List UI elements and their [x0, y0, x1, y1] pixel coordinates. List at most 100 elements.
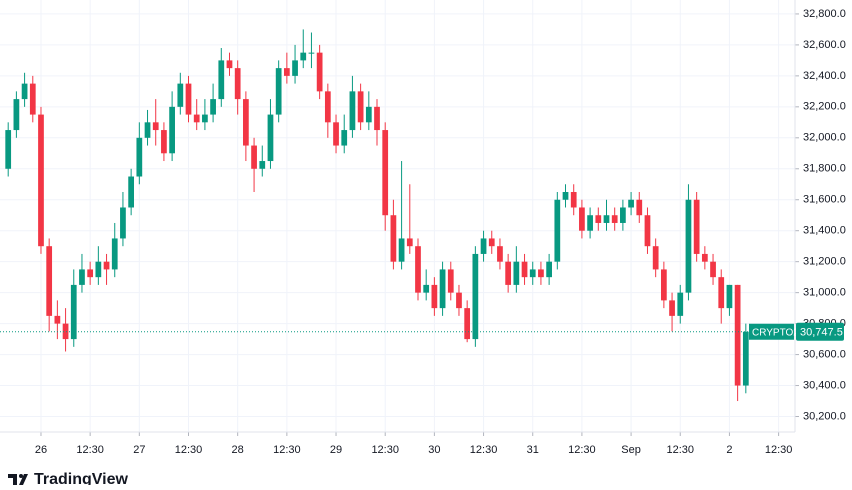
- candle-body: [136, 137, 143, 177]
- x-tick-label: 12:30: [273, 444, 301, 456]
- candle-body: [554, 199, 561, 262]
- candle-body: [161, 130, 167, 154]
- candle-body: [283, 68, 290, 76]
- candle-body: [447, 269, 454, 293]
- candle-body: [357, 91, 364, 123]
- candle-body: [636, 199, 643, 216]
- last-price-label: 30,747.5: [800, 327, 843, 339]
- candle-body: [611, 215, 618, 223]
- x-tick-label: 12:30: [371, 444, 399, 456]
- candle-body: [5, 130, 12, 169]
- x-tick-label: 31: [527, 444, 539, 456]
- candle-body: [62, 323, 69, 340]
- candle-body: [275, 68, 282, 115]
- x-tick-label: 12:30: [568, 444, 596, 456]
- candle-body: [111, 238, 118, 270]
- candle-body: [210, 99, 216, 115]
- candle-body: [398, 238, 405, 262]
- candle-body: [365, 106, 372, 123]
- candle-body: [308, 52, 315, 54]
- candle-body: [480, 238, 487, 254]
- x-tick-label: 2: [726, 444, 732, 456]
- candle-body: [546, 261, 552, 278]
- candle-body: [21, 83, 28, 100]
- y-tick-label: 32,200.0: [803, 101, 846, 113]
- candle-body: [644, 215, 651, 247]
- y-tick-label: 31,400.0: [803, 225, 846, 237]
- x-tick-label: 12:30: [76, 444, 104, 456]
- candle-body: [669, 300, 675, 316]
- candle-body: [13, 99, 20, 131]
- candle-body: [333, 122, 339, 146]
- candle-body: [218, 60, 225, 100]
- y-tick-label: 30,200.0: [803, 410, 846, 422]
- y-tick-label: 31,000.0: [803, 287, 846, 299]
- candle-body: [415, 246, 421, 293]
- candle-body: [38, 114, 44, 247]
- candle-body: [628, 199, 634, 208]
- candle-body: [152, 122, 159, 131]
- x-tick-label: 30: [428, 444, 440, 456]
- x-tick-label: Sep: [621, 444, 641, 456]
- last-price-bg: [796, 322, 844, 341]
- candle-body: [292, 60, 298, 76]
- logo-text: TradingView: [34, 471, 129, 485]
- candle-body: [120, 207, 126, 239]
- candle-body: [95, 261, 102, 278]
- candle-body: [390, 215, 397, 262]
- x-tick-label: 12:30: [666, 444, 694, 456]
- candle-body: [529, 269, 536, 278]
- candle-body: [79, 269, 85, 285]
- candle-body: [505, 261, 512, 285]
- series-tag: CRYPTO20: [752, 327, 805, 338]
- candle-body: [251, 145, 257, 169]
- candle-body: [734, 284, 741, 386]
- candle-body: [464, 308, 471, 340]
- candle-body: [226, 60, 233, 69]
- candle-body: [128, 176, 135, 208]
- candle-body: [603, 215, 610, 223]
- candle-body: [742, 331, 749, 386]
- candle-body: [185, 83, 192, 115]
- candle-body: [243, 99, 249, 146]
- candle-body: [423, 284, 430, 293]
- candle-body: [316, 52, 323, 92]
- candle-body: [521, 261, 528, 278]
- logo-icon: [8, 474, 28, 485]
- y-tick-label: 32,800.0: [803, 8, 846, 20]
- candle-body: [718, 277, 725, 309]
- candle-body: [652, 246, 659, 270]
- candle-body: [29, 83, 36, 115]
- candle-body: [267, 114, 274, 162]
- candle-body: [144, 122, 151, 138]
- y-tick-label: 32,400.0: [803, 70, 846, 82]
- candle-body: [538, 269, 544, 278]
- candle-body: [87, 269, 94, 278]
- x-tick-label: 12:30: [175, 444, 203, 456]
- candle-body: [570, 192, 577, 208]
- candle-body: [472, 253, 479, 340]
- candle-body: [177, 83, 184, 107]
- x-tick-label: 27: [133, 444, 145, 456]
- candle-body: [382, 130, 389, 216]
- candle-body: [497, 246, 503, 262]
- y-tick-label: 31,200.0: [803, 256, 846, 268]
- logo: [8, 474, 28, 485]
- candle-body: [259, 161, 266, 169]
- candle-body: [562, 192, 569, 200]
- candle-body: [693, 199, 700, 254]
- candle-body: [349, 91, 356, 131]
- x-tick-label: 29: [330, 444, 342, 456]
- candle-body: [341, 130, 348, 146]
- candle-body: [103, 261, 110, 270]
- candle-body: [406, 238, 413, 247]
- candle-body: [677, 292, 684, 316]
- y-tick-label: 30,400.0: [803, 379, 846, 391]
- x-tick-label: 12:30: [470, 444, 498, 456]
- candle-body: [324, 91, 331, 123]
- x-tick-label: 28: [232, 444, 244, 456]
- candle-body: [620, 207, 626, 223]
- y-tick-label: 32,000.0: [803, 132, 846, 144]
